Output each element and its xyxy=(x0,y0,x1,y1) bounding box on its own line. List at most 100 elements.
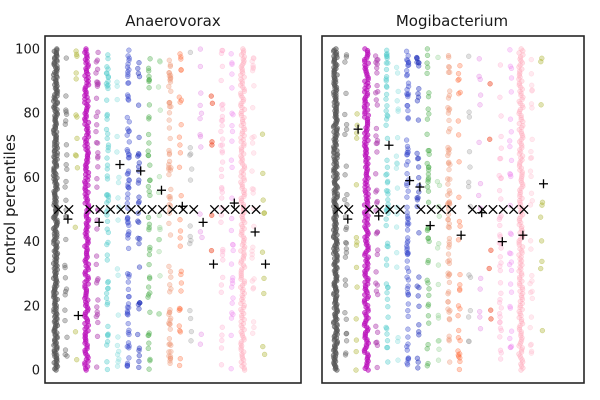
data-point xyxy=(95,79,101,86)
data-point xyxy=(229,195,235,201)
data-point xyxy=(136,264,143,270)
data-point xyxy=(239,185,245,191)
data-point xyxy=(125,219,131,225)
data-point xyxy=(125,232,131,238)
data-point xyxy=(520,211,526,218)
data-point xyxy=(95,150,101,156)
data-point xyxy=(241,141,247,147)
median-x-marker xyxy=(467,204,478,215)
data-point xyxy=(157,224,163,231)
data-point xyxy=(467,307,474,314)
data-point xyxy=(446,279,453,286)
data-point xyxy=(403,162,410,168)
mean-plus-marker xyxy=(405,176,415,186)
data-point xyxy=(104,111,110,118)
data-point xyxy=(219,337,225,344)
data-point xyxy=(426,151,432,157)
data-point xyxy=(538,59,544,65)
data-point xyxy=(425,341,431,348)
data-point xyxy=(426,286,432,292)
data-point xyxy=(136,194,142,200)
data-point xyxy=(405,283,411,289)
data-point xyxy=(467,203,473,210)
data-point xyxy=(405,307,411,314)
data-point xyxy=(519,131,525,137)
data-point xyxy=(103,126,110,133)
data-point xyxy=(445,52,452,59)
data-point xyxy=(383,91,390,98)
data-point xyxy=(199,234,205,241)
data-point xyxy=(498,113,504,119)
data-point xyxy=(477,314,483,320)
data-point xyxy=(250,55,257,61)
data-point xyxy=(197,341,204,347)
data-point xyxy=(447,359,453,365)
data-point xyxy=(403,48,410,54)
data-point xyxy=(95,164,101,170)
data-point xyxy=(425,257,431,264)
data-point xyxy=(176,164,183,170)
data-point xyxy=(178,54,184,60)
data-point xyxy=(197,102,203,109)
data-point xyxy=(105,85,111,92)
data-point xyxy=(250,105,256,111)
data-point xyxy=(414,355,421,361)
mean-plus-marker xyxy=(115,160,125,170)
data-point xyxy=(104,218,111,225)
data-point xyxy=(197,46,204,52)
data-point xyxy=(519,143,525,149)
data-point xyxy=(126,139,132,145)
data-point xyxy=(517,191,523,197)
data-point xyxy=(445,291,451,297)
data-point xyxy=(167,79,174,85)
y-tick-label: 20 xyxy=(23,299,40,314)
data-point xyxy=(455,313,461,319)
data-point xyxy=(261,290,267,297)
data-point xyxy=(166,263,172,270)
data-point xyxy=(447,176,453,182)
data-point xyxy=(405,62,411,69)
data-point xyxy=(62,275,69,281)
data-point xyxy=(93,113,99,120)
data-point xyxy=(519,286,526,292)
data-point xyxy=(177,99,183,105)
data-point xyxy=(394,161,400,167)
data-point xyxy=(384,290,390,296)
data-point xyxy=(405,158,411,165)
data-point xyxy=(238,100,244,107)
data-point xyxy=(508,129,514,135)
data-point xyxy=(426,90,432,96)
data-point xyxy=(404,143,411,150)
data-point xyxy=(177,306,183,312)
data-point xyxy=(342,352,349,358)
data-point xyxy=(241,304,247,311)
data-point xyxy=(362,46,368,52)
data-point xyxy=(445,69,452,75)
data-point xyxy=(177,142,183,148)
data-point xyxy=(238,276,244,282)
data-point xyxy=(229,71,235,77)
data-point xyxy=(105,278,111,285)
data-point xyxy=(238,270,244,276)
median-x-marker xyxy=(251,204,261,215)
data-point xyxy=(529,198,535,204)
data-point xyxy=(404,182,410,189)
data-point xyxy=(457,306,463,312)
y-axis-label: control percentiles xyxy=(1,134,19,274)
data-point xyxy=(229,61,235,67)
markers-right xyxy=(333,124,548,247)
data-point xyxy=(125,185,132,191)
data-point xyxy=(383,222,389,229)
data-point xyxy=(167,196,173,202)
data-point xyxy=(373,323,379,329)
data-point xyxy=(63,109,69,115)
data-point xyxy=(456,218,463,225)
data-point xyxy=(518,361,524,367)
data-point xyxy=(373,189,379,195)
data-point xyxy=(393,153,400,159)
data-point xyxy=(250,319,257,325)
data-point xyxy=(404,204,410,210)
data-point xyxy=(373,133,379,139)
data-point xyxy=(261,275,267,282)
data-point xyxy=(238,274,245,280)
